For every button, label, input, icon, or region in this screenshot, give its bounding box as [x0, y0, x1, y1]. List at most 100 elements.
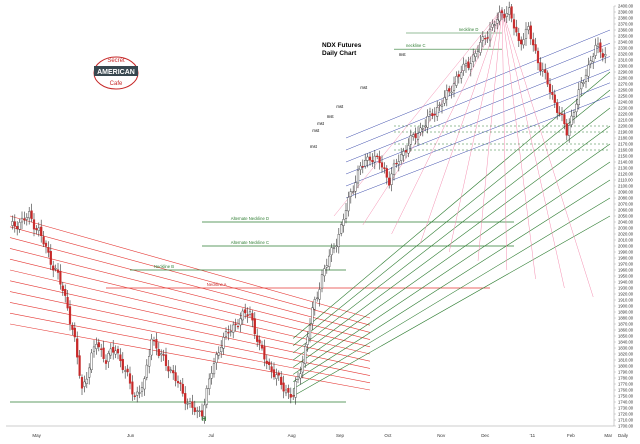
candle-down [116, 348, 120, 354]
candle-down [44, 242, 48, 247]
y-tick-label: 1730.00 [618, 406, 634, 411]
candle-up [402, 151, 405, 156]
x-tick-label: Nov [437, 433, 446, 438]
candle-down [277, 372, 280, 376]
candle-up [20, 217, 24, 223]
candle-down [52, 265, 55, 271]
annotation-label: H [202, 417, 206, 423]
candle-down [287, 387, 290, 393]
candle-down [380, 162, 384, 168]
candle-down [119, 354, 122, 362]
candle-down [131, 381, 134, 395]
y-tick-label: 1770.00 [618, 382, 634, 387]
candle-up [426, 115, 429, 128]
candle-up [330, 247, 333, 256]
y-tick-label: 1930.00 [618, 286, 634, 291]
candle-up [186, 403, 189, 405]
candle-up [469, 63, 472, 70]
candle-up [54, 268, 57, 270]
candle-up [37, 227, 40, 231]
candle-up [568, 125, 571, 136]
candle-up [306, 336, 309, 345]
candle-up [587, 64, 590, 77]
y-tick-label: 2160.00 [618, 148, 634, 153]
candle-down [56, 269, 60, 273]
y-tick-label: 1850.00 [618, 334, 634, 339]
annotation-label: mst [312, 128, 320, 133]
candle-up [491, 23, 494, 28]
candle-up [354, 182, 357, 192]
candle-down [433, 114, 436, 116]
red-channel-line [9, 302, 371, 376]
pink-fan-line [477, 8, 503, 262]
y-tick-label: 1990.00 [618, 250, 634, 255]
y-tick-label: 2320.00 [618, 52, 634, 57]
candle-down [35, 228, 38, 231]
y-tick-label: 2310.00 [618, 58, 634, 63]
x-tick-label: Aug [288, 433, 297, 438]
annotation-label: neckline D [459, 27, 479, 32]
candle-up [488, 28, 492, 41]
y-tick-label: 2000.00 [618, 244, 634, 249]
candle-up [508, 7, 511, 15]
y-tick-label: 1980.00 [618, 256, 634, 261]
candle-down [133, 395, 136, 397]
candle-down [546, 72, 549, 85]
candle-down [385, 168, 388, 178]
candle-up [340, 224, 343, 234]
candle-down [282, 382, 285, 392]
y-tick-label: 2110.00 [618, 178, 633, 183]
candle-down [64, 288, 67, 296]
blue-fan-line [345, 42, 611, 151]
y-tick-label: 1890.00 [618, 310, 634, 315]
y-tick-label: 2340.00 [618, 40, 634, 45]
logo-line-3: Cafe [110, 81, 123, 87]
candle-down [16, 226, 19, 230]
candle-up [313, 299, 316, 310]
blue-fan-line [345, 69, 611, 175]
y-tick-label: 2230.00 [618, 106, 634, 111]
candle-up [443, 97, 446, 104]
candle-up [474, 52, 477, 57]
candle-down [172, 370, 175, 374]
y-tick-label: 2400.00 [618, 4, 634, 9]
y-tick-label: 1750.00 [618, 394, 634, 399]
candle-up [462, 63, 465, 71]
candle-down [534, 44, 537, 51]
y-tick-label: 2200.00 [618, 124, 634, 129]
candle-up [366, 156, 369, 161]
candle-down [244, 309, 247, 314]
candle-up [364, 160, 367, 167]
candle-up [208, 378, 211, 390]
candle-down [560, 113, 564, 115]
candle-up [493, 24, 496, 26]
candle-down [246, 314, 249, 317]
y-tick-label: 1780.00 [618, 376, 634, 381]
candle-up [392, 163, 396, 175]
candle-up [311, 307, 314, 324]
pink-fan-line [501, 8, 565, 289]
candle-up [294, 381, 297, 398]
candle-down [376, 155, 379, 157]
y-tick-label: 1870.00 [618, 322, 634, 327]
candle-up [318, 289, 321, 300]
candle-down [486, 37, 489, 39]
red-channel-line [9, 215, 371, 319]
y-tick-label: 2380.00 [618, 16, 634, 21]
x-axis: May Jun Jul Aug Sep Oct Nov Dec '11 Feb Mar Daily [6, 425, 629, 438]
y-tick-label: 1720.00 [618, 412, 634, 417]
y-tick-label: 1940.00 [618, 280, 634, 285]
candle-up [88, 367, 91, 378]
candle-up [580, 82, 583, 90]
y-tick-label: 2370.00 [618, 22, 634, 27]
candle-up [460, 72, 463, 79]
y-tick-label: 1800.00 [618, 364, 634, 369]
candle-up [575, 103, 578, 113]
candle-down [510, 6, 513, 19]
x-tick-label: Oct [384, 433, 392, 438]
annotation-label: mst [310, 144, 318, 149]
candle-up [604, 54, 607, 57]
candle-down [200, 410, 204, 417]
pink-fan-line [501, 8, 508, 271]
candle-up [412, 134, 415, 137]
